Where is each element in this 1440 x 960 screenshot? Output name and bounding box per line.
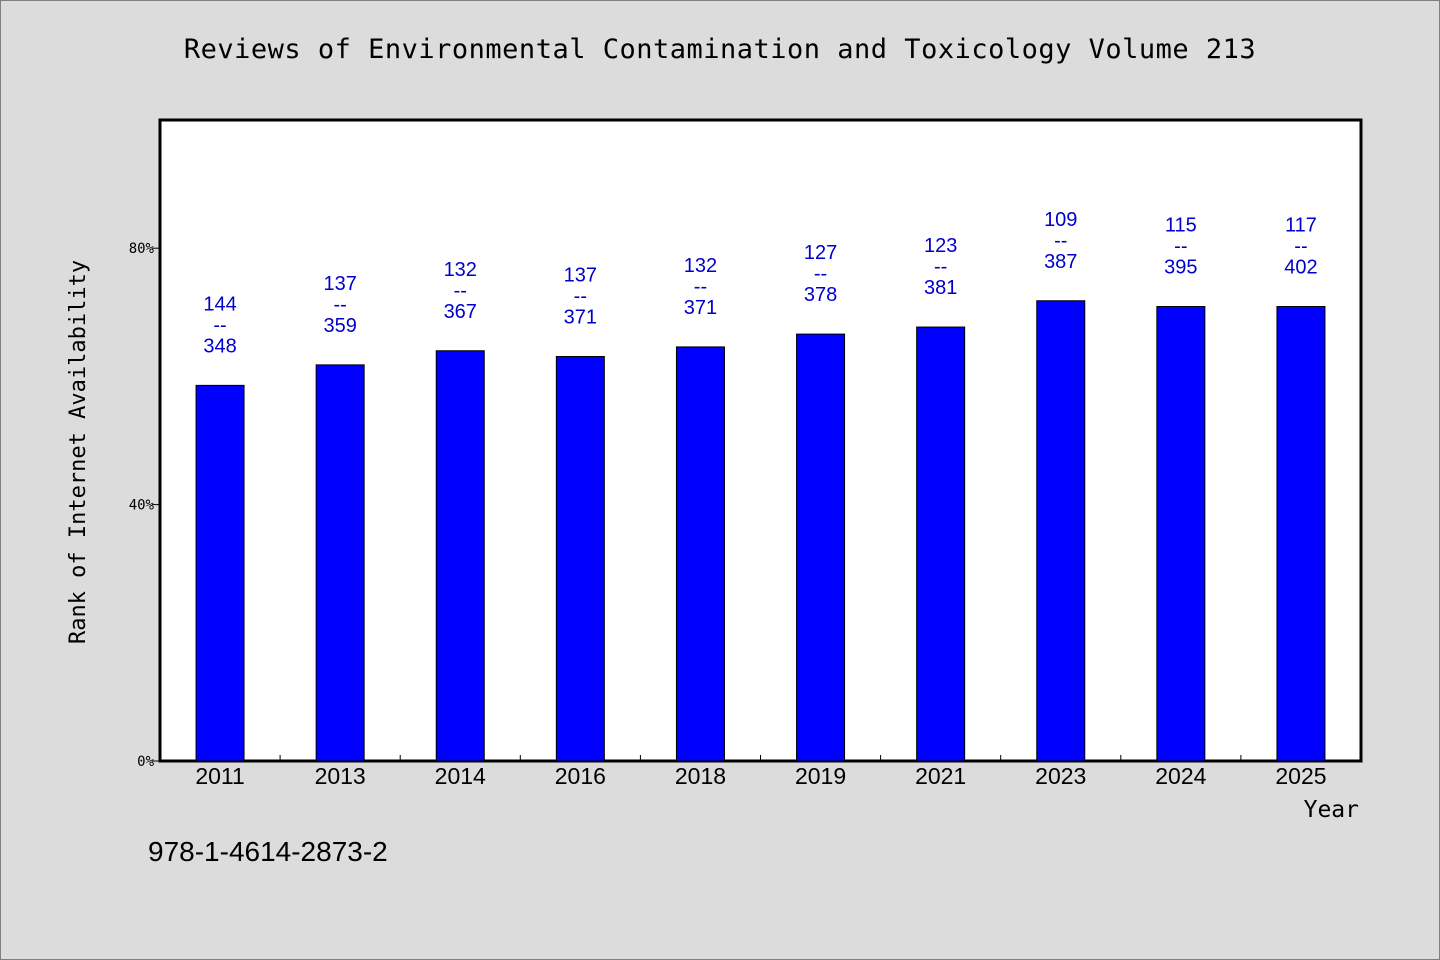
- bar-annotation: 402: [1284, 257, 1317, 279]
- bar-annotation: --: [1294, 236, 1307, 258]
- bar-annotation: 359: [323, 315, 356, 337]
- x-tick-label: 2023: [1035, 763, 1086, 789]
- bar-annotation: 367: [444, 301, 477, 323]
- x-tick-label: 2019: [795, 763, 846, 789]
- x-axis-label: Year: [1304, 797, 1359, 823]
- y-axis-label: Rank of Internet Availability: [66, 260, 91, 644]
- bar-annotation: 109: [1044, 209, 1077, 231]
- bar: [1156, 306, 1206, 762]
- y-tick-label: 80%: [129, 241, 155, 257]
- bar-annotation: 371: [684, 297, 717, 319]
- bar-annotation: --: [1054, 230, 1067, 252]
- bar: [555, 356, 605, 762]
- x-tick-label: 2016: [555, 763, 606, 789]
- x-tick-label: 2018: [675, 763, 726, 789]
- bar-annotation: --: [934, 256, 947, 278]
- bar-annotation: 371: [564, 307, 597, 329]
- bar: [1276, 306, 1326, 762]
- x-tick-label: 2025: [1275, 763, 1326, 789]
- bar-annotation: --: [574, 286, 587, 308]
- bar-annotation: 381: [924, 277, 957, 299]
- bar: [435, 350, 485, 762]
- bar-annotation: --: [814, 263, 827, 285]
- bar-annotation: --: [454, 280, 467, 302]
- bar: [1036, 300, 1086, 762]
- x-tick-label: 2024: [1155, 763, 1206, 789]
- isbn-label: 978-1-4614-2873-2: [148, 836, 388, 867]
- x-tick-label: 2014: [435, 763, 486, 789]
- bar-annotation: 395: [1164, 257, 1197, 279]
- bar: [916, 326, 966, 762]
- x-tick-label: 2013: [315, 763, 366, 789]
- bar: [315, 364, 365, 762]
- bar: [675, 346, 725, 762]
- bar-annotation: 378: [804, 284, 837, 306]
- x-tick-label: 2021: [915, 763, 966, 789]
- y-tick-label: 40%: [129, 498, 155, 514]
- bar-annotation: 132: [684, 255, 717, 277]
- bar: [195, 384, 245, 762]
- x-tick-label: 2011: [195, 763, 244, 789]
- bar-annotation: 348: [203, 335, 236, 357]
- bar-annotation: 144: [203, 293, 236, 315]
- bar-annotation: --: [333, 294, 346, 316]
- bar-annotation: 123: [924, 235, 957, 257]
- bar-annotation: 115: [1165, 215, 1197, 237]
- bar-annotation: 117: [1285, 215, 1317, 237]
- bar-annotation: 137: [564, 265, 597, 287]
- chart-title: Reviews of Environmental Contamination a…: [183, 34, 1257, 65]
- bar-annotation: --: [694, 276, 707, 298]
- y-tick-label: 0%: [137, 754, 154, 770]
- bar-annotation: 132: [444, 259, 477, 281]
- bar-annotation: 387: [1044, 251, 1077, 273]
- bar-annotation: 137: [323, 273, 356, 295]
- bar-annotation: 127: [804, 242, 837, 264]
- bar-annotation: --: [213, 314, 226, 336]
- bar-annotation: --: [1174, 236, 1187, 258]
- bar: [796, 333, 846, 762]
